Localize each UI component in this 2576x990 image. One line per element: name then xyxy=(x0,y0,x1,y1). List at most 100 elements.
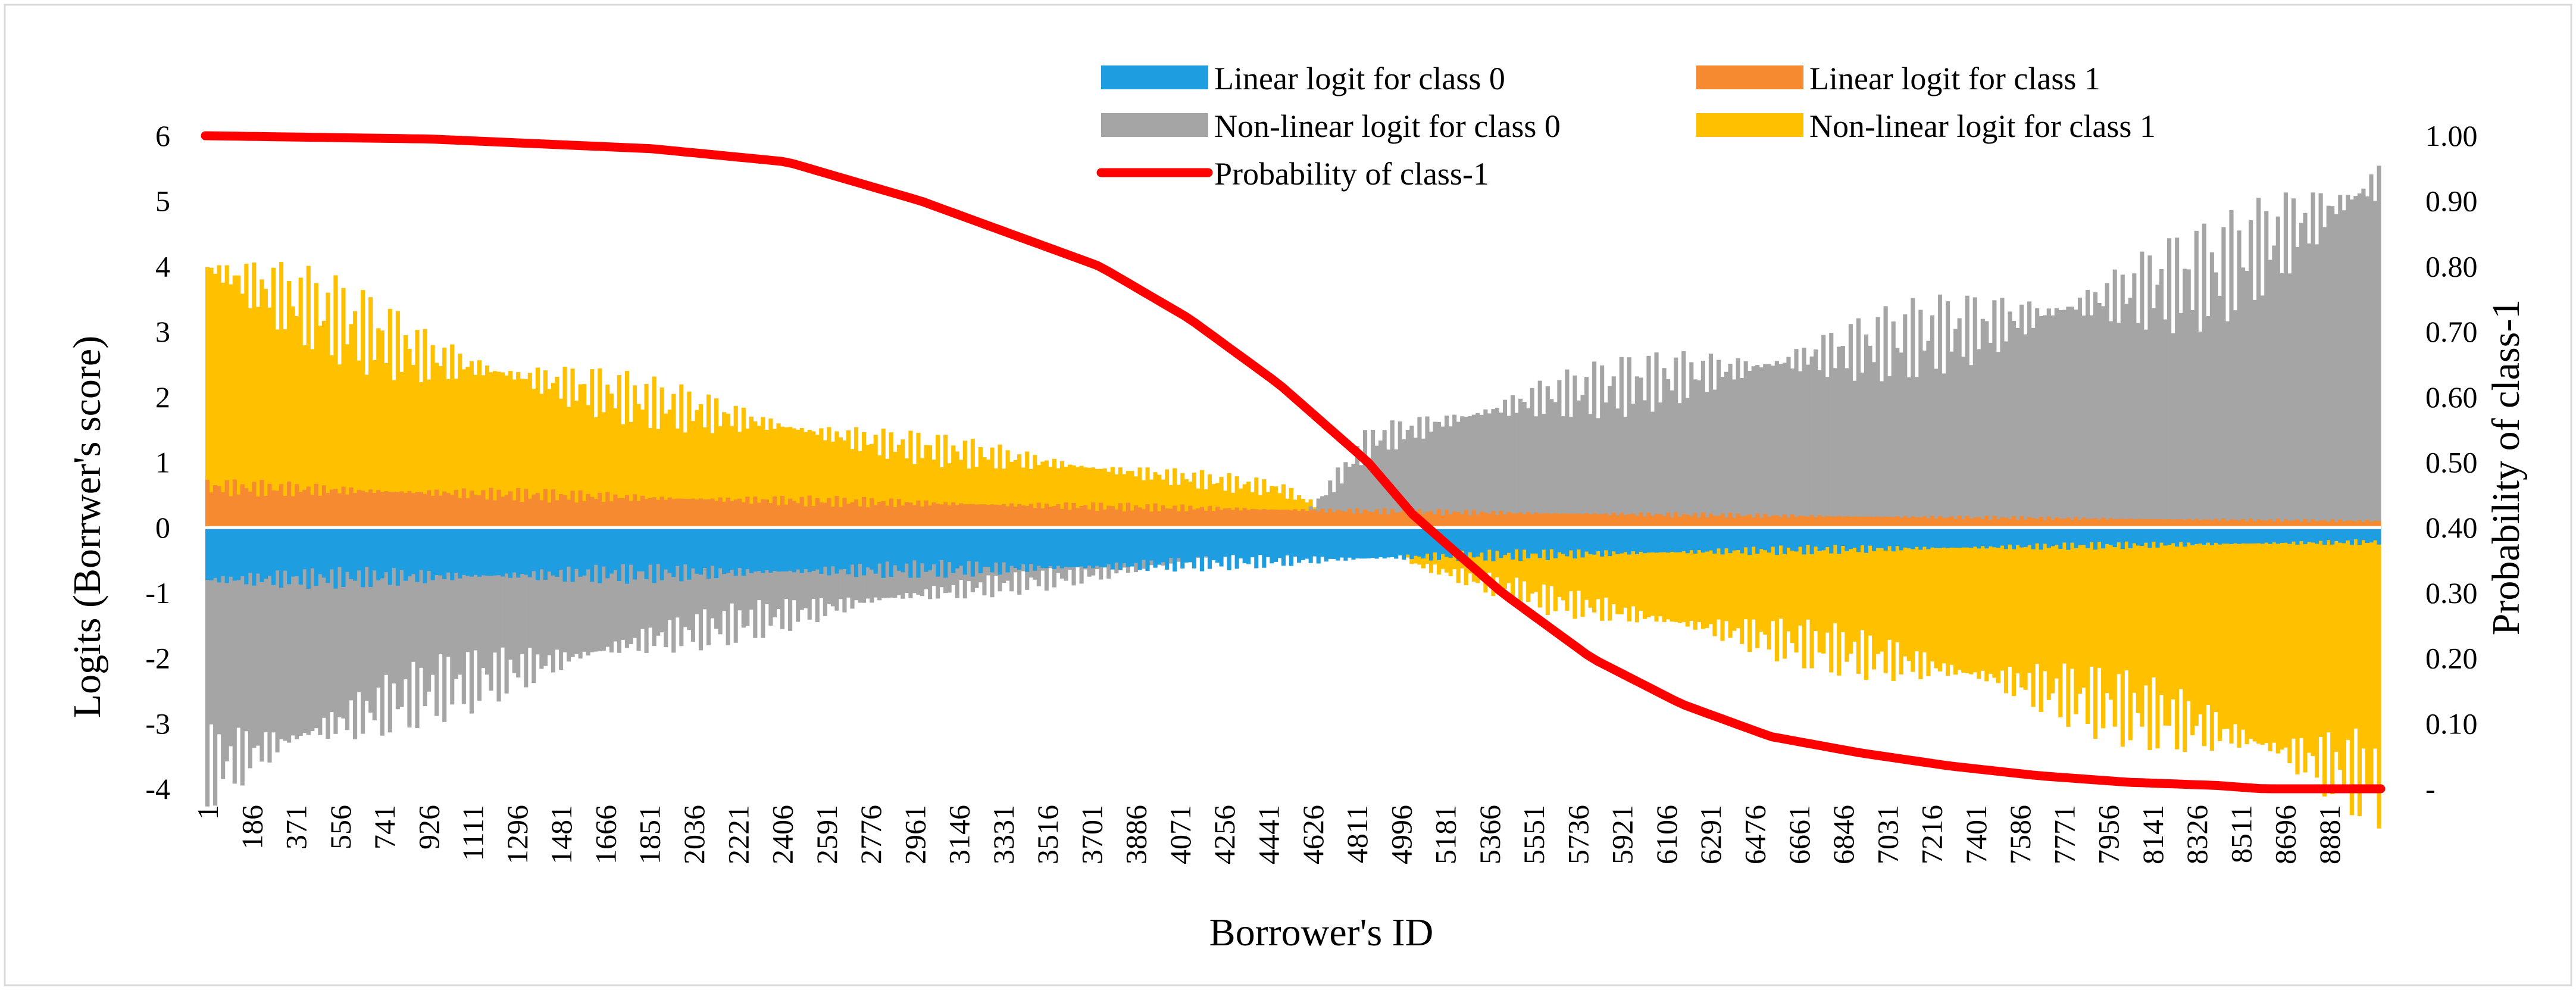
bar xyxy=(722,412,727,528)
bar xyxy=(1561,527,1565,601)
bar xyxy=(753,527,758,638)
bar xyxy=(2093,527,2098,550)
bar xyxy=(263,527,268,733)
bar xyxy=(2054,308,2059,528)
bar xyxy=(1044,460,1049,528)
bar xyxy=(644,383,649,528)
bar xyxy=(1413,438,1418,528)
bar xyxy=(593,417,598,528)
bar xyxy=(1911,298,1915,528)
bar xyxy=(1270,486,1274,528)
bar xyxy=(2011,527,2017,697)
bar xyxy=(2268,527,2272,544)
bar xyxy=(1565,527,1570,611)
bar xyxy=(1662,368,1667,528)
bar xyxy=(1130,471,1134,528)
bar xyxy=(811,506,816,528)
bar xyxy=(1495,514,1500,528)
bar xyxy=(1942,527,1946,664)
bar xyxy=(1868,527,1872,546)
bar xyxy=(1988,527,1993,674)
bar xyxy=(768,502,773,528)
bar xyxy=(2167,527,2172,545)
bar xyxy=(1285,527,1290,555)
bar xyxy=(427,379,432,528)
bar xyxy=(1724,371,1729,528)
bar xyxy=(1992,516,1997,528)
bar xyxy=(357,527,361,692)
bar xyxy=(465,498,470,528)
bar xyxy=(1502,527,1508,589)
bar xyxy=(1207,505,1212,528)
bar xyxy=(1763,527,1768,551)
bar xyxy=(539,527,544,669)
bar xyxy=(1980,527,1985,546)
bar xyxy=(1215,527,1220,563)
bar xyxy=(501,527,505,648)
bar xyxy=(2315,527,2319,778)
bar xyxy=(1537,380,1542,528)
bar xyxy=(1184,527,1189,563)
bar xyxy=(213,527,218,806)
bar xyxy=(1864,527,1869,680)
bar xyxy=(830,441,835,528)
bar xyxy=(1316,527,1321,564)
bar xyxy=(1809,527,1814,555)
bar xyxy=(387,527,392,733)
bar xyxy=(321,485,326,528)
bar xyxy=(2291,527,2296,542)
bar xyxy=(415,527,420,729)
bar xyxy=(640,495,645,528)
bar xyxy=(2330,519,2335,528)
bar xyxy=(2117,323,2121,528)
bar xyxy=(1786,527,1791,632)
bar xyxy=(1537,527,1542,558)
bar xyxy=(679,527,684,647)
bar xyxy=(1732,517,1737,528)
bar xyxy=(2318,527,2323,541)
bar xyxy=(1165,469,1170,528)
bar xyxy=(364,527,369,567)
bar xyxy=(768,527,773,573)
bar xyxy=(2202,527,2206,545)
bar xyxy=(904,458,909,528)
bar xyxy=(1856,527,1861,552)
bar xyxy=(209,527,214,724)
bar xyxy=(1755,527,1760,648)
bar xyxy=(1627,514,1631,528)
bar xyxy=(1511,513,1515,528)
bar xyxy=(912,464,917,528)
bar xyxy=(1584,377,1589,528)
bar xyxy=(275,491,280,528)
bar xyxy=(1468,416,1473,528)
bar xyxy=(1168,508,1173,528)
bar xyxy=(1646,355,1651,528)
bar xyxy=(562,527,567,582)
bar xyxy=(1250,508,1255,528)
bar xyxy=(504,495,509,528)
bar xyxy=(846,504,851,528)
legend-label: Linear logit for class 1 xyxy=(1809,61,2100,96)
bar xyxy=(2268,260,2272,528)
bar xyxy=(1199,507,1204,528)
bar xyxy=(737,498,742,528)
bar xyxy=(2178,527,2183,689)
bar xyxy=(877,502,882,528)
bar xyxy=(1747,527,1752,652)
bar xyxy=(1526,527,1531,602)
bar xyxy=(698,498,704,528)
bar xyxy=(959,527,964,566)
bar xyxy=(1860,516,1865,528)
bar xyxy=(1588,527,1593,555)
bar xyxy=(213,485,218,528)
bar xyxy=(1130,510,1134,528)
bar xyxy=(2306,243,2312,528)
bar xyxy=(624,527,630,584)
bar xyxy=(244,527,249,585)
bar xyxy=(1300,527,1305,560)
bar xyxy=(1468,515,1473,528)
bar xyxy=(2272,245,2277,528)
bar xyxy=(2206,316,2211,528)
bar xyxy=(380,527,384,736)
bar xyxy=(1584,527,1589,552)
